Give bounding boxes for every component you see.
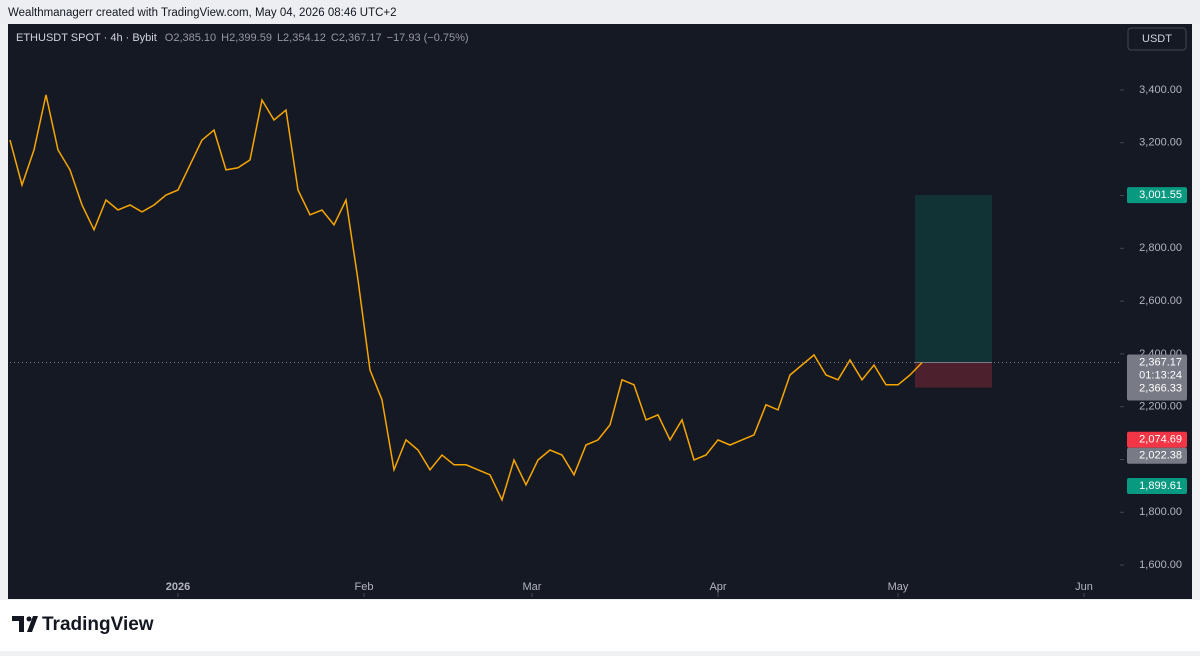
profit-zone: [915, 195, 992, 363]
currency-button[interactable]: [1127, 27, 1187, 51]
currency: USDT: [1142, 33, 1172, 45]
y-tick-label: 1,800.00: [1139, 506, 1182, 518]
chart-panel: [8, 24, 1192, 599]
y-tick-label: 2,800.00: [1139, 242, 1182, 254]
y-tick-label: 3,200.00: [1139, 137, 1182, 149]
logo: [12, 616, 38, 632]
x-tick-label: Feb: [355, 581, 374, 593]
price-badge-label: 2,366.33: [1139, 382, 1182, 394]
price-badge: [1127, 447, 1187, 464]
price-badge-label: 2,022.38: [1139, 450, 1182, 462]
y-tick-label: 2,600.00: [1139, 295, 1182, 307]
price-badge-label: 2,074.69: [1139, 434, 1182, 446]
price-badge: [1127, 187, 1187, 204]
price-badge-label: 1,899.61: [1139, 480, 1182, 492]
current-price-label: 2,367.17: [1139, 356, 1182, 368]
legend: ETHUSDT SPOT · 4h · Bybit O2,385.10 H2,399…: [16, 32, 469, 44]
price-badge: [1127, 431, 1187, 448]
y-tick-label: 2,200.00: [1139, 401, 1182, 413]
current-price-badge: [1127, 354, 1187, 401]
price-badge-label: 3,001.55: [1139, 189, 1182, 201]
price-badge: [1127, 477, 1187, 494]
logo-text: TradingView: [42, 614, 154, 635]
x-tick-label: Mar: [523, 581, 542, 593]
legend-item: L2,354.12: [277, 32, 326, 44]
x-tick-label: Apr: [709, 581, 726, 593]
header: Wealthmanagerr created with TradingView.…: [8, 7, 397, 19]
footer-bar: [0, 600, 1200, 651]
loss-zone: [915, 362, 992, 388]
countdown: 01:13:24: [1139, 369, 1182, 381]
legend-item: O2,385.10: [165, 32, 216, 44]
legend-item: C2,367.17: [331, 32, 382, 44]
x-tick-label: 2026: [166, 581, 190, 593]
y-tick-label: 3,400.00: [1139, 84, 1182, 96]
legend-item: H2,399.59: [221, 32, 272, 44]
x-tick-label: Jun: [1075, 581, 1093, 593]
x-tick-label: May: [888, 581, 909, 593]
price-line-series: [9, 94, 923, 502]
legend-item: −17.93 (−0.75%): [387, 32, 469, 44]
legend-item: ETHUSDT SPOT · 4h · Bybit: [16, 32, 157, 44]
top-bar: [0, 0, 1200, 24]
y-tick-label: 1,600.00: [1139, 559, 1182, 571]
